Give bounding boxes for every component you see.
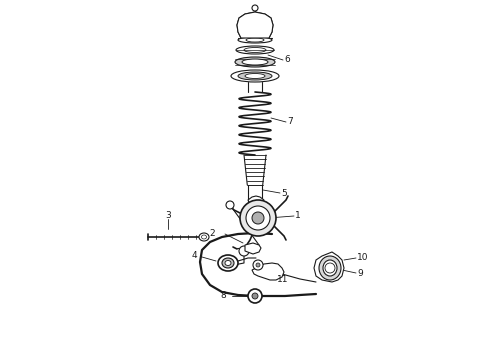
Ellipse shape bbox=[235, 57, 275, 67]
Circle shape bbox=[253, 260, 263, 270]
Ellipse shape bbox=[236, 46, 274, 54]
Circle shape bbox=[252, 212, 264, 224]
Polygon shape bbox=[248, 196, 264, 207]
Text: 4: 4 bbox=[192, 252, 197, 261]
Text: 10: 10 bbox=[357, 253, 368, 262]
Text: 6: 6 bbox=[284, 55, 290, 64]
Text: 3: 3 bbox=[165, 211, 171, 220]
Text: 2: 2 bbox=[209, 229, 215, 238]
Ellipse shape bbox=[201, 235, 206, 239]
Ellipse shape bbox=[218, 255, 238, 271]
Text: 8: 8 bbox=[220, 292, 226, 301]
Ellipse shape bbox=[242, 59, 268, 65]
Circle shape bbox=[252, 293, 258, 299]
Polygon shape bbox=[252, 263, 284, 280]
Text: 1: 1 bbox=[295, 211, 301, 220]
Ellipse shape bbox=[244, 48, 266, 53]
Polygon shape bbox=[314, 252, 344, 282]
Circle shape bbox=[325, 263, 335, 273]
Ellipse shape bbox=[245, 73, 265, 78]
Ellipse shape bbox=[231, 70, 279, 82]
Text: 5: 5 bbox=[281, 189, 287, 198]
Circle shape bbox=[240, 200, 276, 236]
Text: 11: 11 bbox=[277, 274, 289, 284]
Circle shape bbox=[256, 263, 260, 267]
Ellipse shape bbox=[225, 261, 231, 266]
Ellipse shape bbox=[323, 260, 337, 276]
Ellipse shape bbox=[246, 38, 264, 42]
Polygon shape bbox=[237, 12, 273, 38]
Text: 9: 9 bbox=[357, 269, 363, 278]
Ellipse shape bbox=[238, 37, 272, 43]
Polygon shape bbox=[245, 243, 261, 254]
Circle shape bbox=[252, 5, 258, 11]
Circle shape bbox=[226, 201, 234, 209]
Circle shape bbox=[239, 246, 249, 256]
Ellipse shape bbox=[222, 258, 234, 268]
Circle shape bbox=[248, 289, 262, 303]
Ellipse shape bbox=[319, 256, 341, 280]
Text: 7: 7 bbox=[287, 117, 293, 126]
Ellipse shape bbox=[199, 233, 209, 241]
Ellipse shape bbox=[238, 72, 272, 80]
Circle shape bbox=[246, 206, 270, 230]
